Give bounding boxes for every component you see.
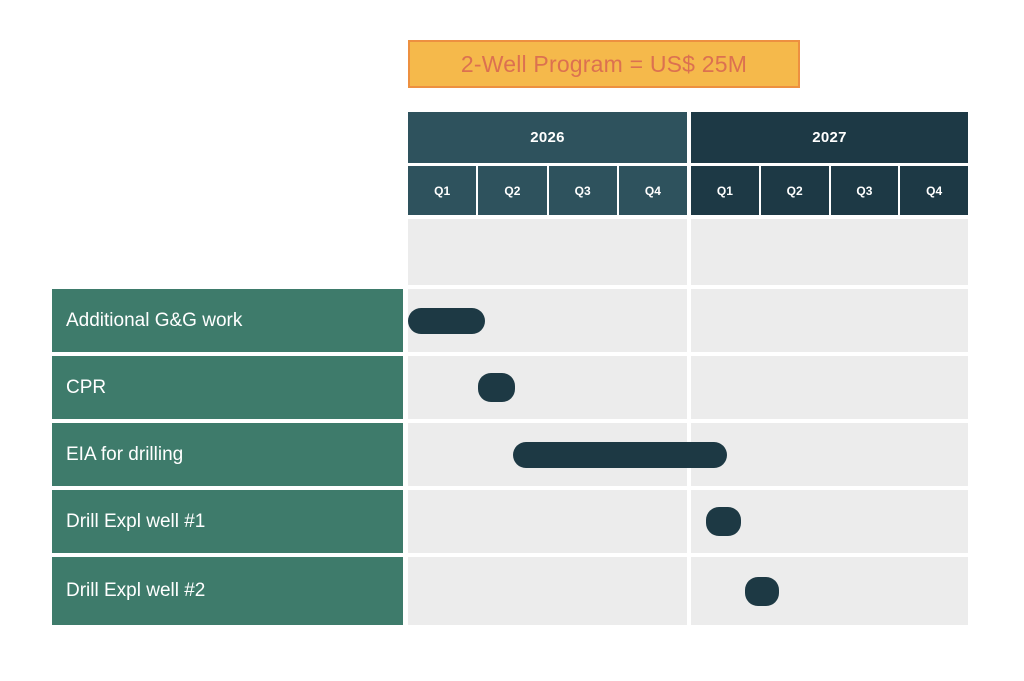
gantt-milestone-drill-expl-well-2: [745, 576, 779, 606]
body-row-cell: [691, 289, 968, 352]
quarter-header-2027-Q3: Q3: [830, 166, 899, 215]
task-label-additional-g-g-work: Additional G&G work: [52, 289, 403, 352]
quarter-header-2026-Q1: Q1: [408, 166, 477, 215]
year-header-2026: 2026: [408, 112, 687, 163]
task-label-drill-expl-well-2: Drill Expl well #2: [52, 557, 403, 625]
body-row-cell: [691, 557, 968, 625]
task-label-cpr: CPR: [52, 356, 403, 419]
quarter-header-2027-Q4: Q4: [900, 166, 968, 215]
body-row-cell: [691, 423, 968, 486]
year-header-2027: 2027: [691, 112, 968, 163]
quarter-header-2027-Q1: Q1: [691, 166, 759, 215]
quarter-header-2027-Q2: Q2: [760, 166, 829, 215]
body-row-cell: [408, 557, 687, 625]
body-row-cell: [408, 356, 687, 419]
quarter-header-2026-Q3: Q3: [548, 166, 617, 215]
task-label-eia-for-drilling: EIA for drilling: [52, 423, 403, 486]
body-spacer-cell: [691, 219, 968, 285]
quarter-header-2026-Q2: Q2: [478, 166, 547, 215]
quarter-header-2026-Q4: Q4: [618, 166, 687, 215]
task-label-drill-expl-well-1: Drill Expl well #1: [52, 490, 403, 553]
gantt-milestone-drill-expl-well-1: [705, 507, 741, 536]
body-row-cell: [691, 356, 968, 419]
gantt-bar-eia-for-drilling: [513, 441, 727, 468]
program-cost-banner: 2-Well Program = US$ 25M: [408, 40, 800, 88]
body-spacer-cell: [408, 219, 687, 285]
gantt-milestone-cpr: [478, 373, 516, 402]
gantt-bar-additional-g-g-work: [408, 307, 485, 334]
body-row-cell: [408, 490, 687, 553]
